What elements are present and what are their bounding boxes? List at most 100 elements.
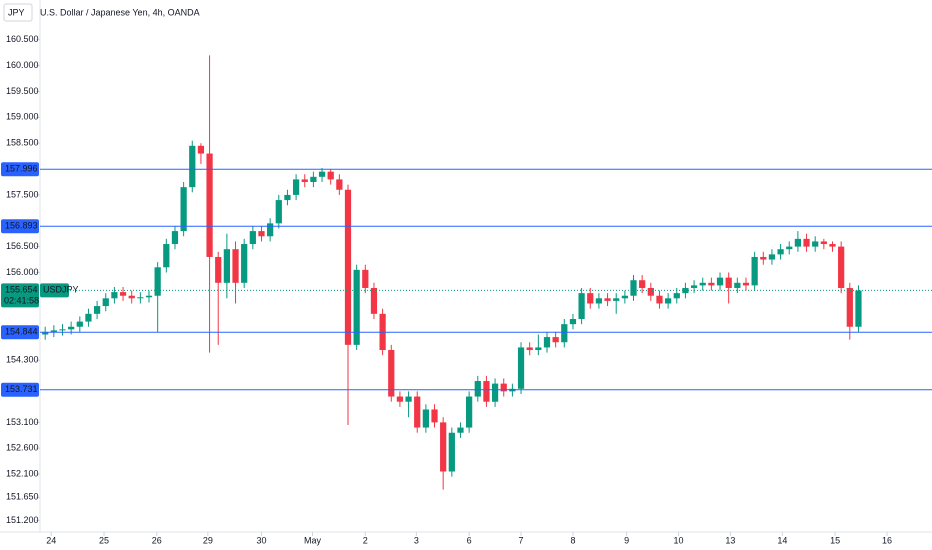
- candle-body: [777, 249, 784, 255]
- candle-body: [163, 244, 170, 268]
- candle-body: [760, 256, 767, 260]
- x-tick-label: 8: [570, 535, 575, 545]
- candle-body: [829, 244, 836, 247]
- candle-body: [292, 179, 300, 195]
- level-label: 153.731: [5, 384, 38, 394]
- candle-body: [267, 223, 274, 237]
- candle-body: [336, 179, 343, 190]
- level-label-box: [1, 382, 39, 397]
- candle-body: [587, 293, 594, 304]
- candle-body: [370, 287, 378, 314]
- candle-body: [483, 381, 490, 402]
- candle-body: [59, 329, 66, 331]
- candle-body: [145, 295, 153, 298]
- level-label-box: [1, 325, 39, 340]
- candle-body: [595, 298, 603, 304]
- candle-body: [734, 282, 741, 288]
- x-tick-label: 7: [519, 535, 524, 545]
- candle-body: [457, 427, 464, 433]
- candle-body: [232, 249, 239, 283]
- candle-body: [388, 350, 395, 397]
- candle-body: [327, 171, 334, 180]
- candle-body: [154, 267, 161, 296]
- last-price-label: 155.654: [5, 285, 38, 295]
- candle-body: [517, 347, 525, 389]
- candle-body: [656, 295, 663, 304]
- x-tick-label: 30: [256, 535, 266, 545]
- candle-body: [716, 277, 724, 286]
- candle-body: [111, 292, 118, 299]
- candle-body: [673, 293, 680, 299]
- candle-body: [474, 381, 481, 397]
- candle-body: [543, 337, 551, 348]
- candle-body: [344, 189, 352, 345]
- x-tick-label: 25: [99, 535, 109, 545]
- candle-body: [206, 153, 213, 257]
- chart-title: U.S. Dollar / Japanese Yen, 4h, OANDA: [40, 7, 200, 17]
- y-tick-label: 160.500: [6, 34, 39, 44]
- y-tick-label: 156.500: [6, 241, 39, 251]
- level-label: 157.996: [5, 164, 38, 174]
- symbol-search[interactable]: [3, 3, 33, 22]
- candle-body: [223, 249, 230, 283]
- candle-body: [422, 409, 429, 428]
- candle-body: [552, 337, 559, 343]
- y-tick-label: 156.000: [6, 267, 39, 277]
- level-label-box: [1, 219, 39, 234]
- y-tick-label: 157.500: [6, 189, 39, 199]
- level-label-box: [1, 162, 39, 177]
- candle-body: [466, 396, 473, 428]
- candle-body: [639, 280, 646, 288]
- countdown-label: 02:41:58: [4, 296, 39, 306]
- candle-body: [241, 244, 248, 283]
- candle-body: [284, 194, 291, 201]
- candle-body: [396, 396, 404, 402]
- candle-body: [93, 306, 101, 314]
- candle-body: [604, 298, 611, 301]
- x-tick-label: 24: [46, 535, 56, 545]
- candle-body: [855, 290, 862, 327]
- y-tick-label: 159.000: [6, 112, 39, 122]
- candle-body: [405, 396, 412, 402]
- candle-body: [249, 231, 256, 245]
- candle-body: [526, 347, 533, 351]
- y-tick-label: 151.200: [6, 515, 39, 525]
- candle-body: [535, 347, 542, 351]
- candle-body: [50, 330, 57, 332]
- level-label: 154.844: [5, 327, 38, 337]
- candle-body: [699, 282, 706, 286]
- candle-body: [310, 176, 317, 182]
- candle-body: [171, 231, 179, 245]
- candle-body: [621, 295, 628, 299]
- last-price-box: [1, 283, 39, 308]
- symbol-search-text[interactable]: JPY: [8, 7, 25, 17]
- candle-body: [440, 422, 447, 472]
- x-tick-label: 2: [363, 535, 368, 545]
- candle-body: [500, 383, 507, 392]
- x-tick-label: 13: [725, 535, 735, 545]
- candle-body: [630, 280, 637, 296]
- candle-body: [569, 318, 577, 325]
- y-tick-label: 152.600: [6, 443, 39, 453]
- x-tick-label: 26: [152, 535, 162, 545]
- y-tick-label: 151.650: [6, 492, 39, 502]
- candle-body: [119, 292, 127, 296]
- y-tick-label: 159.500: [6, 86, 39, 96]
- candle-body: [275, 200, 282, 224]
- candle-body: [491, 383, 499, 402]
- candle-body: [690, 285, 698, 288]
- x-tick-label: 15: [830, 535, 840, 545]
- y-tick-label: 160.000: [6, 60, 39, 70]
- candle-body: [561, 324, 568, 343]
- candle-body: [258, 231, 265, 237]
- x-tick-label: 9: [624, 535, 629, 545]
- y-tick-label: 153.100: [6, 417, 39, 427]
- candle-body: [102, 298, 109, 307]
- y-tick-label: 158.500: [6, 138, 39, 148]
- candle-body: [301, 179, 308, 182]
- candle-body: [613, 298, 620, 301]
- x-tick-label: 16: [882, 535, 892, 545]
- x-tick-label: 29: [203, 535, 213, 545]
- candle-body: [820, 241, 827, 245]
